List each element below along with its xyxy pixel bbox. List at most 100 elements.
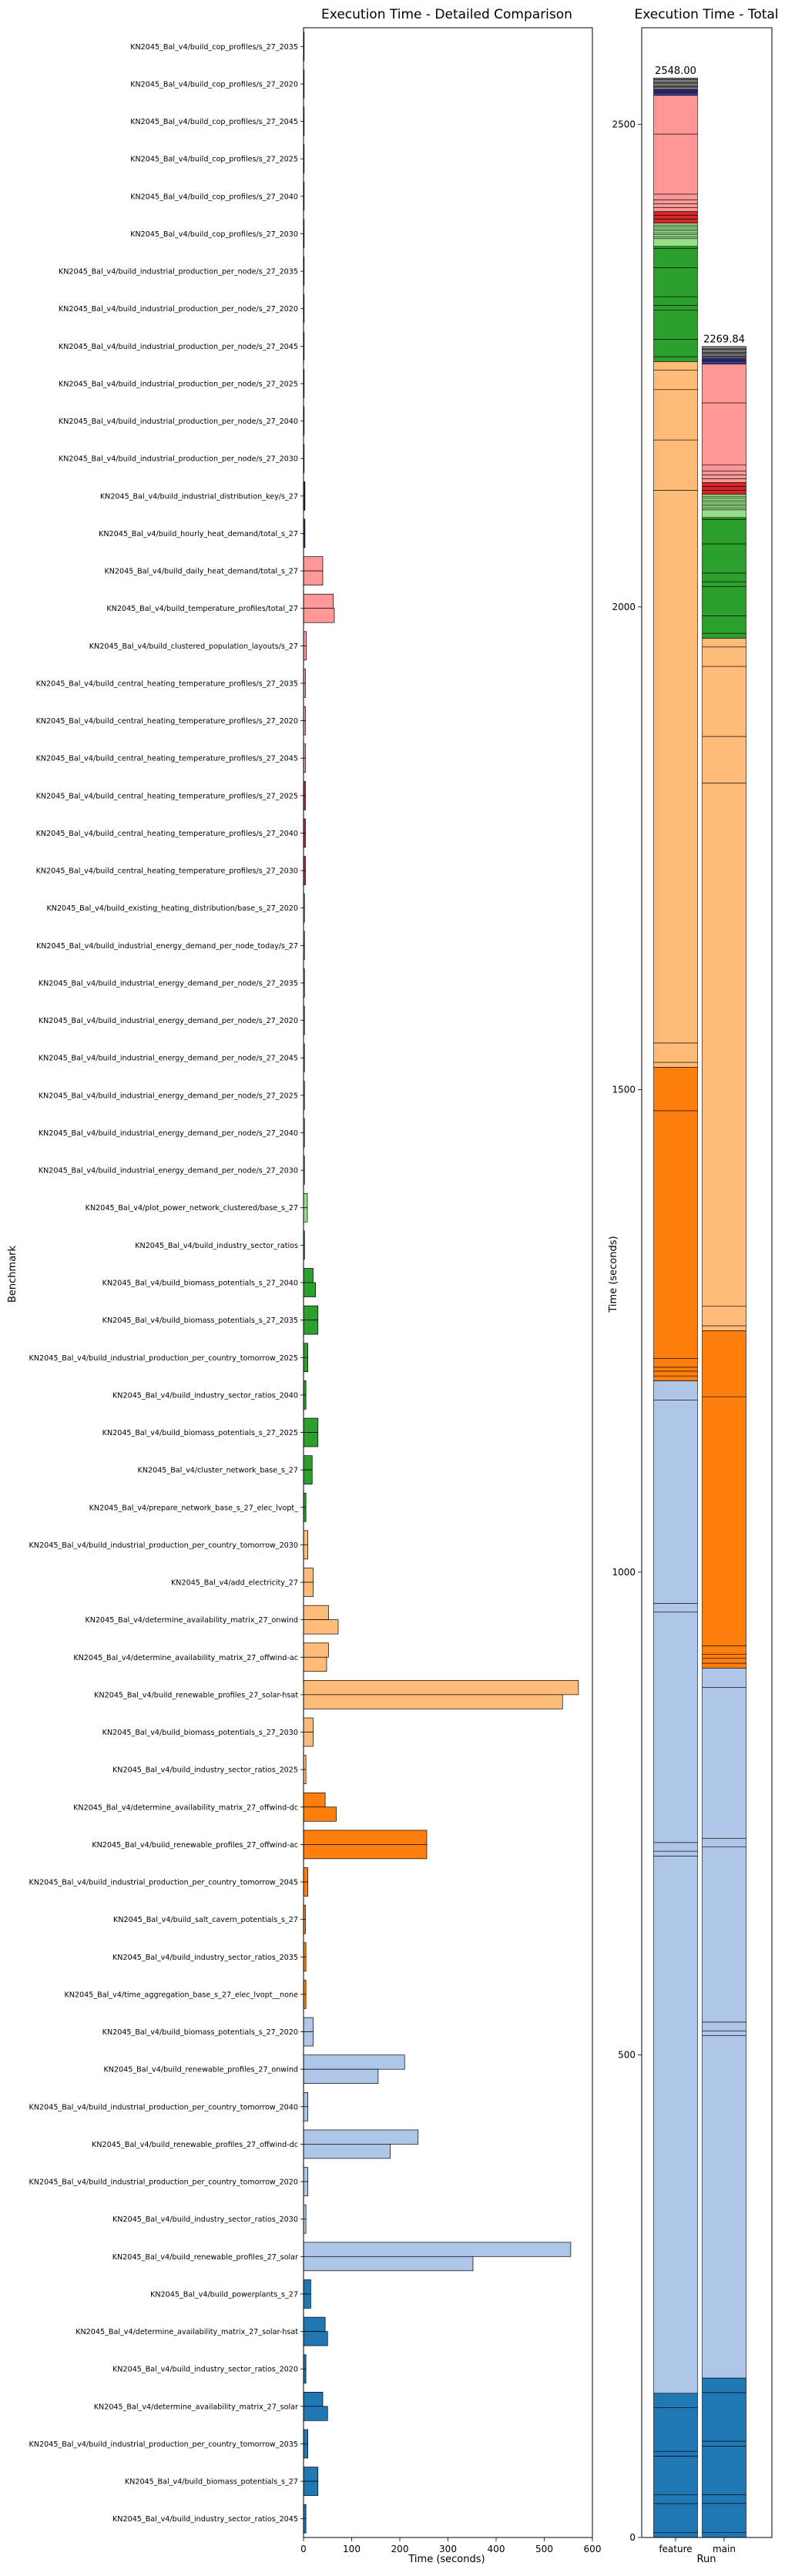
- stacked-segment: [653, 224, 698, 227]
- y-tick-label: KN2045_Bal_v4/determine_availability_mat…: [73, 1803, 298, 1812]
- y-tick-label: 1000: [612, 1567, 636, 1578]
- stacked-segment: [702, 543, 746, 574]
- y-tick-label: 1500: [612, 1084, 636, 1095]
- y-tick-label: 2500: [612, 119, 636, 129]
- stacked-segment: [702, 783, 746, 1307]
- stacked-segment: [653, 223, 698, 226]
- main-bar: [303, 1656, 327, 1672]
- feature-bar: [303, 1343, 308, 1358]
- y-tick-label: KN2045_Bal_v4/build_renewable_profiles_2…: [112, 2253, 298, 2262]
- y-tick-label: KN2045_Bal_v4/build_clustered_population…: [89, 642, 298, 651]
- stacked-segment: [653, 2407, 698, 2452]
- stacked-segment: [653, 77, 698, 79]
- feature-bar: [303, 2279, 311, 2295]
- main-bar: [303, 2181, 308, 2196]
- detailed-comparison-chart: Execution Time - Detailed Comparison Tim…: [7, 7, 601, 2565]
- stacked-segment: [702, 2030, 746, 2036]
- y-tick-label: KN2045_Bal_v4/build_renewable_profiles_2…: [103, 2066, 298, 2075]
- stacked-segment: [702, 486, 746, 491]
- y-tick-label: KN2045_Bal_v4/determine_availability_mat…: [94, 2403, 298, 2411]
- x-tick-label: feature: [659, 2544, 692, 2554]
- stacked-segment: [653, 296, 698, 306]
- stacked-segment: [702, 361, 746, 364]
- stacked-segment: [702, 482, 746, 487]
- y-tick-label: KN2045_Bal_v4/prepare_network_base_s_27_…: [89, 1504, 299, 1512]
- stacked-segment: [702, 581, 746, 587]
- main-bar: [303, 1844, 428, 1860]
- stacked-segment: [653, 1856, 698, 2394]
- stacked-segment: [702, 2440, 746, 2447]
- stacked-segment: [653, 203, 698, 208]
- feature-bar: [303, 1792, 326, 1808]
- main-bar: [303, 1469, 313, 1484]
- detailed-chart-title: Execution Time - Detailed Comparison: [321, 7, 572, 22]
- detailed-chart-ylabel: Benchmark: [7, 1246, 18, 1303]
- feature-bar: [303, 2429, 308, 2444]
- stacked-segment: [702, 364, 746, 404]
- stacked-segment: [653, 236, 698, 240]
- x-tick-label: 0: [300, 2544, 307, 2554]
- main-bar: [303, 1806, 337, 1822]
- x-tick-label: 200: [391, 2544, 409, 2554]
- x-tick-label: 300: [439, 2544, 457, 2554]
- y-tick-label: KN2045_Bal_v4/build_industrial_productio…: [29, 1354, 298, 1363]
- stacked-segment: [702, 2494, 746, 2504]
- stacked-segment: [653, 2393, 698, 2408]
- stacked-segment: [653, 1370, 698, 1377]
- main-bar: [303, 1732, 314, 1747]
- stacked-segment: [702, 632, 746, 639]
- y-tick-label: 500: [618, 2049, 636, 2060]
- main-bar: [303, 570, 324, 585]
- y-tick-label: KN2045_Bal_v4/build_renewable_profiles_2…: [92, 1841, 298, 1850]
- stacked-segment: [653, 89, 698, 93]
- main-bar: [303, 1282, 316, 1297]
- y-tick-label: 0: [629, 2532, 636, 2543]
- stacked-segment: [653, 2532, 698, 2538]
- main-bar: [303, 1320, 319, 1335]
- y-tick-label: 2000: [612, 602, 636, 612]
- main-bar: [303, 1432, 319, 1447]
- stacked-segment: [702, 501, 746, 505]
- feature-bar: [303, 2167, 308, 2182]
- stacked-segment: [702, 1846, 746, 2023]
- feature-bar: [303, 1717, 314, 1732]
- stacked-segment: [653, 1850, 698, 1857]
- y-tick-label: KN2045_Bal_v4/build_cop_profiles/s_27_20…: [130, 80, 298, 89]
- stacked-segment: [653, 2456, 698, 2496]
- main-bar: [303, 1545, 308, 1560]
- stacked-segment: [653, 370, 698, 391]
- stacked-segment: [653, 226, 698, 230]
- y-tick-label: KN2045_Bal_v4/build_central_heating_temp…: [36, 830, 298, 838]
- y-tick-label: KN2045_Bal_v4/build_industrial_productio…: [59, 343, 298, 351]
- feature-bar: [303, 2467, 319, 2482]
- y-tick-label: KN2045_Bal_v4/determine_availability_mat…: [75, 2328, 298, 2336]
- stacked-segment: [702, 2503, 746, 2533]
- y-tick-label: KN2045_Bal_v4/build_hourly_heat_demand/t…: [99, 530, 298, 538]
- y-tick-label: KN2045_Bal_v4/build_renewable_profiles_2…: [92, 2141, 298, 2149]
- total-chart-xlabel: Run: [697, 2554, 716, 2565]
- y-tick-label: KN2045_Bal_v4/plot_power_network_cluster…: [86, 1204, 298, 1213]
- stacked-segment: [653, 1400, 698, 1604]
- stacked-segment: [653, 1375, 698, 1381]
- stacked-segment: [702, 1645, 746, 1655]
- y-tick-label: KN2045_Bal_v4/build_industry_sector_rati…: [112, 2215, 298, 2224]
- feature-bar: [303, 1605, 329, 1620]
- y-tick-label: KN2045_Bal_v4/build_central_heating_temp…: [36, 717, 298, 726]
- feature-bar: [303, 1530, 308, 1545]
- feature-bar: [303, 2091, 308, 2108]
- feature-bar: [303, 1867, 308, 1883]
- y-tick-label: KN2045_Bal_v4/build_industrial_productio…: [59, 418, 298, 426]
- stacked-segment: [702, 1330, 746, 1397]
- feature-bar: [303, 2242, 572, 2257]
- y-tick-label: KN2045_Bal_v4/build_industrial_energy_de…: [36, 942, 298, 951]
- main-bar: [303, 1581, 314, 1597]
- y-tick-label: KN2045_Bal_v4/build_central_heating_temp…: [36, 867, 298, 876]
- y-tick-label: KN2045_Bal_v4/build_powerplants_s_27: [150, 2290, 298, 2299]
- main-bar: [303, 608, 335, 623]
- stacked-segment: [653, 207, 698, 212]
- y-tick-label: KN2045_Bal_v4/build_industrial_productio…: [29, 2103, 298, 2111]
- stacked-segment: [653, 215, 698, 220]
- stacked-segment: [702, 2446, 746, 2495]
- y-tick-label: KN2045_Bal_v4/build_temperature_profiles…: [106, 605, 298, 613]
- stacked-segment: [653, 1062, 698, 1068]
